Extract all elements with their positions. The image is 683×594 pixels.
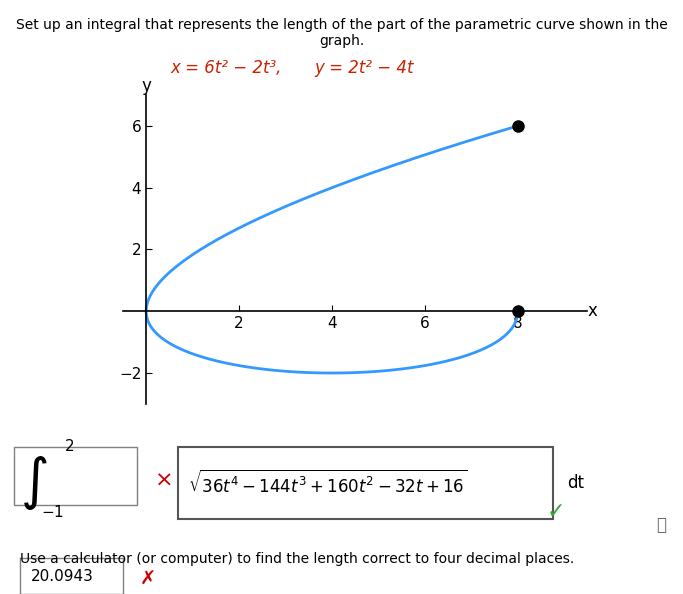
Text: y: y: [141, 77, 151, 95]
Text: x: x: [587, 302, 597, 320]
Text: ✓: ✓: [546, 502, 565, 522]
Text: 2: 2: [65, 439, 74, 454]
Text: $\sqrt{36t^4 - 144t^3 + 160t^2 - 32t + 16}$: $\sqrt{36t^4 - 144t^3 + 160t^2 - 32t + 1…: [188, 470, 467, 497]
Text: ✗: ✗: [140, 570, 156, 589]
Text: dt: dt: [567, 474, 584, 492]
Text: $-1$: $-1$: [41, 504, 64, 520]
Bar: [178, 447, 553, 519]
Bar: [14, 447, 137, 505]
Text: ⓘ: ⓘ: [656, 516, 666, 534]
Text: 20.0943: 20.0943: [31, 568, 94, 584]
Text: y = 2t² − 4t: y = 2t² − 4t: [314, 59, 414, 77]
Text: Set up an integral that represents the length of the part of the parametric curv: Set up an integral that represents the l…: [16, 18, 667, 48]
Text: $\times$: $\times$: [154, 469, 171, 489]
Text: Use a calculator (or computer) to find the length correct to four decimal places: Use a calculator (or computer) to find t…: [20, 552, 574, 567]
Text: $\int$: $\int$: [20, 454, 48, 512]
Text: x = 6t² − 2t³,: x = 6t² − 2t³,: [171, 59, 282, 77]
